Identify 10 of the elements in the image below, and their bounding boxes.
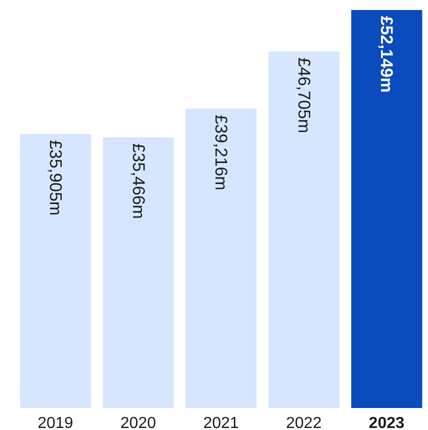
data-label: £35,466m [128, 143, 148, 219]
data-label: £35,905m [46, 140, 65, 216]
data-label: £46,705m [294, 58, 314, 134]
data-label: £52,149m [377, 16, 396, 93]
x-tick-label: 2021 [203, 415, 239, 430]
x-tick-label: 2020 [120, 415, 156, 430]
x-tick-label: 2019 [38, 415, 74, 430]
x-tick-label: 2022 [286, 415, 322, 430]
data-label: £39,216m [212, 114, 231, 190]
x-tick-label: 2023 [368, 415, 404, 430]
